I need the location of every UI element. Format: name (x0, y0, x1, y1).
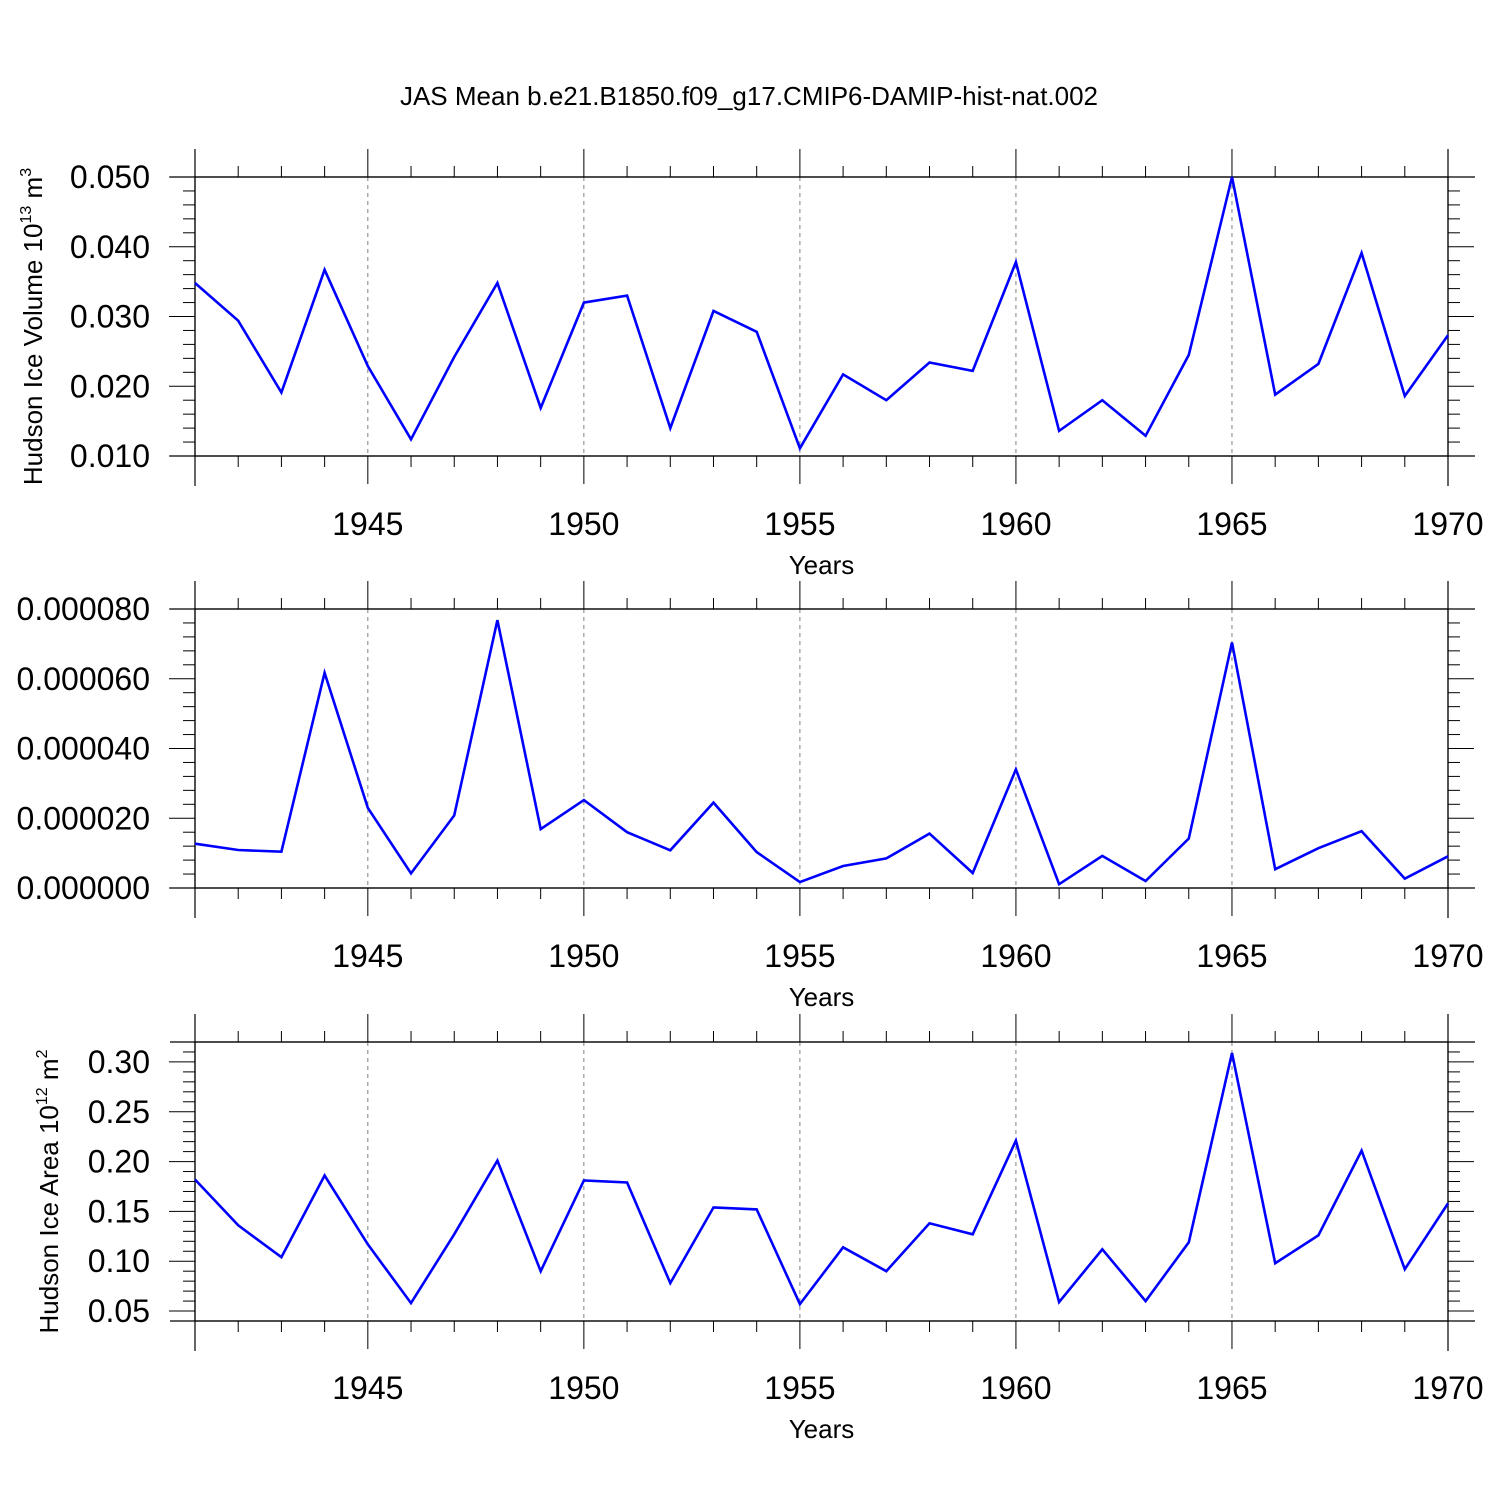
panels: 1945 1950 1955 1960 1965 1970 Years 0.010 0.020 0… (17, 149, 1484, 1444)
y-axis-title-exponent: 13 (18, 206, 35, 224)
panel-1: 1945 1950 1955 1960 1965 1970 Years 0.010 0.020 0… (18, 149, 1484, 580)
y-tick-label: 0.20 (88, 1144, 150, 1180)
panel-2: 1945 1950 1955 1960 1965 1970 Years 0.000000 0.0… (17, 581, 1484, 1012)
figure-title: JAS Mean b.e21.B1850.f09_g17.CMIP6-DAMIP… (400, 81, 1098, 111)
x-tick-label: 1965 (1196, 1370, 1267, 1406)
y-tick-label: 0.000060 (17, 661, 150, 697)
x-tick-label: 1955 (764, 938, 835, 974)
x-tick-label: 1945 (332, 1370, 403, 1406)
x-tick-label: 1960 (980, 506, 1051, 542)
x-tick-label: 1970 (1412, 938, 1483, 974)
y-axis-title: Hudson Ice Area 1012 m2 (34, 1049, 64, 1333)
y-tick-label: 0.000080 (17, 591, 150, 627)
y-axis-title-unit-exponent: 2 (34, 1049, 51, 1058)
y-axis-title-exponent: 12 (34, 1087, 51, 1105)
y-tick-label: 0.000040 (17, 731, 150, 767)
x-tick-label: 1965 (1196, 938, 1267, 974)
x-tick-label: 1945 (332, 506, 403, 542)
y-axis-title-unit-exponent: 3 (18, 168, 35, 177)
series-line (194, 619, 1449, 887)
y-axis-title-text: Hudson Ice Area 10 (34, 1105, 64, 1333)
series-line (194, 1052, 1450, 1307)
x-tick-label: 1950 (548, 1370, 619, 1406)
x-tick-label: 1960 (980, 1370, 1051, 1406)
y-tick-label: 0.020 (70, 368, 150, 404)
y-tick-label: 0.000020 (17, 800, 150, 836)
x-tick-label: 1960 (980, 938, 1051, 974)
x-tick-label: 1955 (764, 1370, 835, 1406)
x-tick-label: 1965 (1196, 506, 1267, 542)
y-tick-label: 0.30 (88, 1044, 150, 1080)
y-tick-label: 0.10 (88, 1243, 150, 1279)
y-tick-label: 0.050 (70, 159, 150, 195)
x-tick-label: 1945 (332, 938, 403, 974)
x-axis-title: Years (789, 550, 855, 580)
y-tick-label: 0.010 (70, 438, 150, 474)
x-tick-label: 1955 (764, 506, 835, 542)
x-axis-title: Years (789, 982, 855, 1012)
x-tick-label: 1970 (1412, 506, 1483, 542)
y-tick-label: 0.25 (88, 1094, 150, 1130)
y-axis-title: Hudson Ice Volume 1013 m3 (18, 168, 48, 485)
y-tick-label: 0.15 (88, 1193, 150, 1229)
y-axis-title-unit: m (34, 1058, 64, 1087)
series-line (194, 176, 1450, 452)
panel-3: 1945 1950 1955 1960 1965 1970 Years 0.05 0.10 0.1… (34, 1014, 1484, 1444)
y-axis-title-unit: m (18, 177, 48, 206)
y-axis-title-text: Hudson Ice Volume 10 (18, 223, 48, 485)
x-tick-label: 1950 (548, 506, 619, 542)
y-tick-label: 0.030 (70, 299, 150, 335)
x-tick-label: 1970 (1412, 1370, 1483, 1406)
x-axis-title: Years (789, 1414, 855, 1444)
y-tick-label: 0.05 (88, 1293, 150, 1329)
x-tick-label: 1950 (548, 938, 619, 974)
y-tick-label: 0.040 (70, 229, 150, 265)
y-tick-label: 0.000000 (17, 870, 150, 906)
